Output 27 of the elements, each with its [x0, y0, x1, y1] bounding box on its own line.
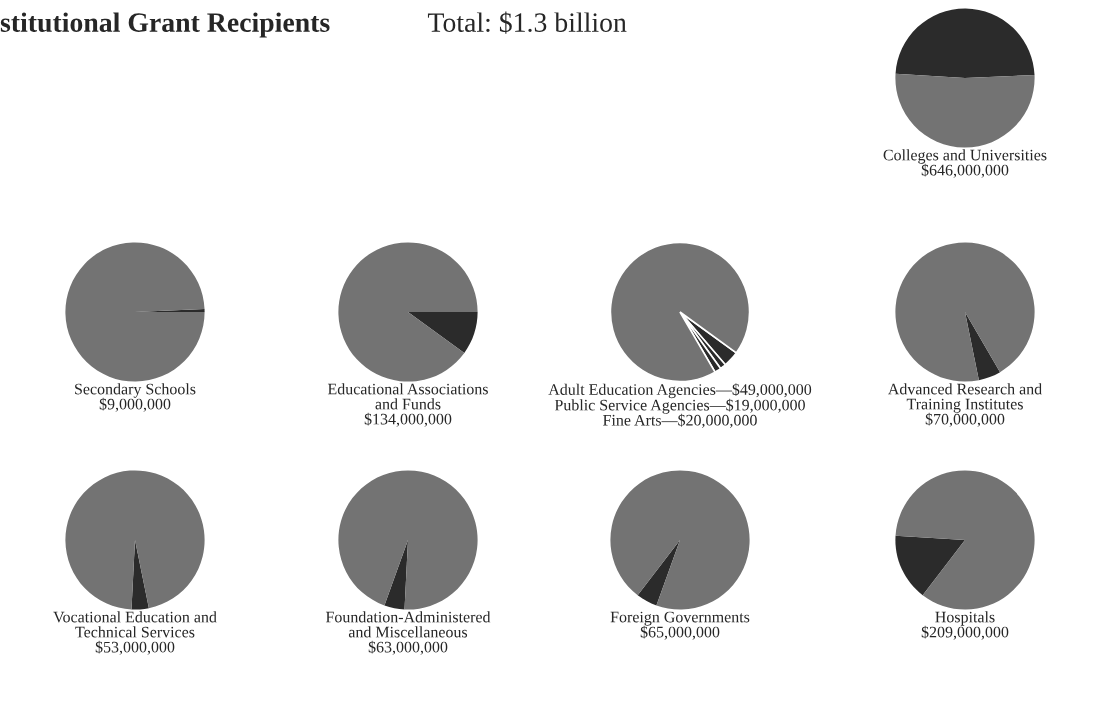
pie-slice — [610, 470, 750, 610]
text: Adult Education Agencies—$49,000,000 Public Service Agencies—$19,000,000 Fine Arts—$20,000,000 — [548, 383, 812, 428]
text: stitutional Grant Recipients — [0, 12, 330, 38]
pie-slice — [637, 540, 680, 606]
pie-slice — [408, 312, 478, 353]
pie-slice — [895, 535, 965, 596]
text: Vocational Education and Technical Services $53,000,000 — [53, 611, 217, 655]
pie-slice — [965, 312, 1001, 381]
text: Colleges and Universities $646,000,000 — [883, 149, 1047, 178]
text: Total: $1.3 billion — [427, 11, 627, 34]
text: Secondary Schools $9,000,000 — [75, 383, 196, 412]
text: Foundation-Administered and Miscellaneous $63,000,000 — [325, 611, 491, 655]
pie-slice — [895, 8, 1035, 78]
text: Educational Associations and Funds $134,000,000 — [327, 383, 488, 427]
pie-slice — [65, 242, 205, 382]
text: Hospitals $209,000,000 — [921, 611, 1009, 640]
pie-slice — [384, 540, 408, 610]
pie-slice — [895, 73, 1035, 148]
pie-slice — [65, 470, 205, 610]
pie-slice — [609, 241, 751, 383]
pie-slice — [895, 242, 1035, 382]
text: Advanced Research and Training Institutes $70,000,000 — [887, 383, 1042, 427]
pie-slice — [338, 470, 478, 610]
pie-slice — [338, 242, 478, 382]
text: Foreign Governments $65,000,000 — [610, 611, 750, 640]
pie-slice — [895, 470, 1035, 610]
pie-slice — [131, 540, 149, 610]
